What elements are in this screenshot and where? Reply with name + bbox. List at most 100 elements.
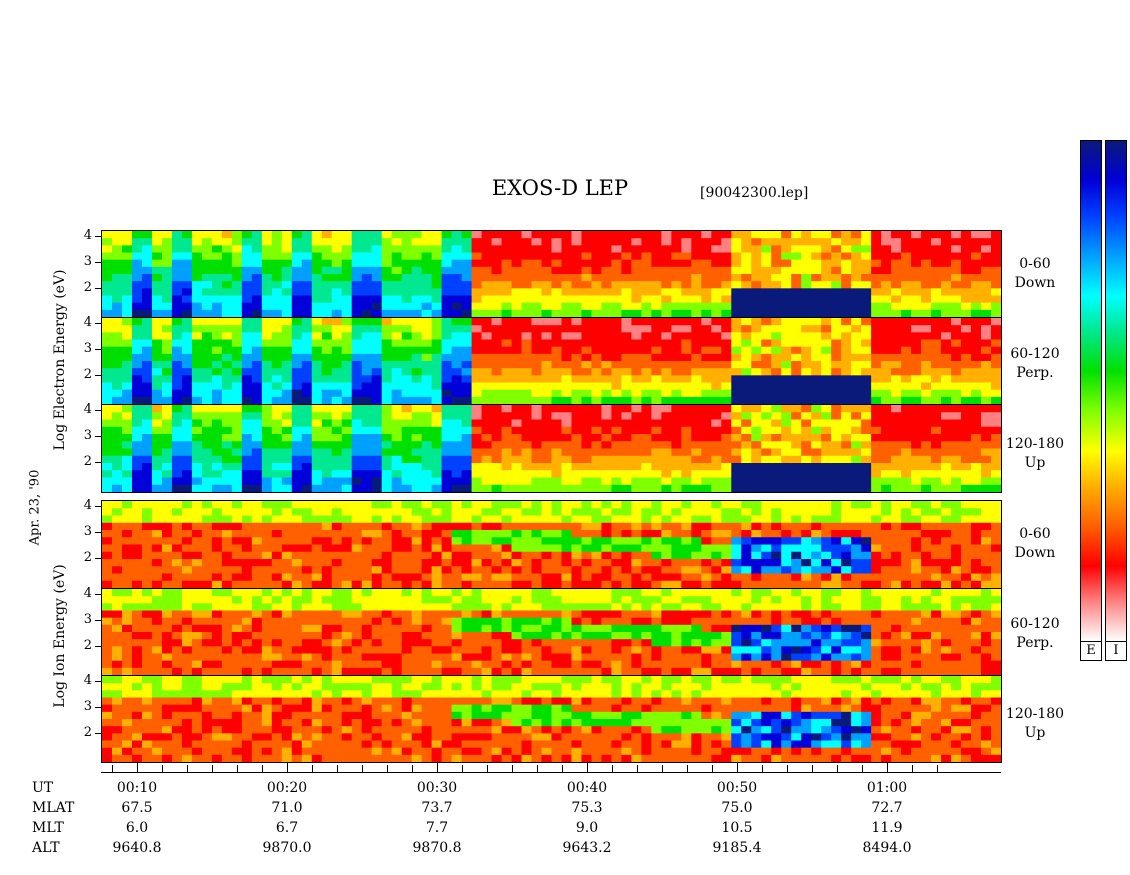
heatmap-cell bbox=[361, 346, 373, 355]
heatmap-cell bbox=[971, 295, 982, 304]
heatmap-cell bbox=[601, 537, 613, 546]
heatmap-cell bbox=[551, 470, 563, 479]
heatmap-cell bbox=[491, 646, 503, 655]
heatmap-cell bbox=[551, 580, 563, 588]
heatmap-cell bbox=[201, 346, 213, 355]
heatmap-cell bbox=[551, 624, 563, 633]
heatmap-cell bbox=[531, 259, 543, 268]
heatmap-cell bbox=[441, 603, 453, 612]
heatmap-cell bbox=[731, 573, 742, 582]
heatmap-cell bbox=[851, 522, 862, 531]
heatmap-cell bbox=[381, 580, 393, 588]
heatmap-cell bbox=[541, 610, 553, 619]
heatmap-cell bbox=[261, 302, 273, 311]
heatmap-cell bbox=[261, 484, 273, 492]
heatmap-cell bbox=[991, 396, 1001, 404]
heatmap-cell bbox=[541, 325, 553, 333]
heatmap-cell bbox=[441, 501, 453, 509]
heatmap-cell bbox=[981, 573, 992, 582]
heatmap-cell bbox=[991, 426, 1001, 435]
heatmap-cell bbox=[181, 238, 193, 246]
heatmap-cell bbox=[761, 448, 772, 457]
heatmap-cell bbox=[611, 441, 623, 450]
heatmap-cell bbox=[451, 375, 463, 384]
heatmap-cell bbox=[201, 448, 213, 457]
heatmap-cell bbox=[861, 259, 872, 268]
heatmap-cell bbox=[601, 667, 613, 675]
heatmap-cell bbox=[531, 318, 543, 326]
heatmap-cell bbox=[291, 231, 303, 239]
heatmap-cell bbox=[581, 530, 593, 538]
heatmap-cell bbox=[601, 346, 613, 355]
heatmap-cell bbox=[111, 266, 123, 275]
heatmap-cell bbox=[531, 470, 543, 479]
heatmap-cell bbox=[221, 368, 233, 376]
heatmap-cell bbox=[881, 339, 892, 348]
heatmap-cell bbox=[981, 346, 992, 355]
heatmap-cell bbox=[621, 667, 633, 675]
heatmap-cell bbox=[401, 559, 413, 567]
heatmap-cell bbox=[301, 559, 313, 567]
heatmap-cell bbox=[761, 389, 772, 398]
heatmap-cell bbox=[551, 302, 563, 311]
heatmap-cell bbox=[421, 455, 433, 464]
heatmap-cell bbox=[161, 405, 173, 413]
heatmap-cell bbox=[381, 441, 393, 450]
heatmap-cell bbox=[661, 448, 672, 457]
heatmap-cell bbox=[381, 646, 393, 655]
heatmap-cell bbox=[331, 346, 343, 355]
heatmap-cell bbox=[311, 339, 323, 348]
heatmap-cell bbox=[591, 295, 603, 304]
heatmap-cell bbox=[651, 346, 662, 355]
heatmap-cell bbox=[471, 426, 483, 435]
heatmap-cell bbox=[671, 522, 682, 531]
heatmap-cell bbox=[881, 288, 892, 297]
heatmap-cell bbox=[111, 484, 123, 492]
heatmap-cell bbox=[341, 660, 353, 669]
heatmap-cell bbox=[861, 266, 872, 275]
heatmap-cell bbox=[811, 309, 822, 317]
heatmap-cell bbox=[281, 309, 293, 317]
heatmap-cell bbox=[391, 266, 403, 275]
heatmap-cell bbox=[481, 559, 493, 567]
heatmap-cell bbox=[341, 508, 353, 517]
heatmap-cell bbox=[841, 426, 852, 435]
heatmap-cell bbox=[201, 434, 213, 442]
heatmap-cell bbox=[111, 580, 123, 588]
heatmap-cell bbox=[861, 405, 872, 413]
heatmap-cell bbox=[421, 295, 433, 304]
heatmap-cell bbox=[561, 274, 573, 282]
heatmap-cell bbox=[451, 646, 463, 655]
heatmap-cell bbox=[791, 419, 802, 428]
heatmap-cell bbox=[461, 375, 473, 384]
heatmap-cell bbox=[511, 288, 523, 297]
heatmap-cell bbox=[971, 281, 982, 289]
heatmap-cell bbox=[131, 551, 143, 560]
heatmap-cell bbox=[641, 396, 652, 404]
heatmap-cell bbox=[291, 455, 303, 464]
heatmap-cell bbox=[251, 353, 263, 362]
heatmap-cell bbox=[651, 302, 662, 311]
heatmap-cell bbox=[511, 332, 523, 341]
heatmap-cell bbox=[281, 660, 293, 669]
heatmap-cell bbox=[781, 463, 792, 471]
heatmap-cell bbox=[221, 667, 233, 675]
heatmap-cell bbox=[341, 632, 353, 640]
heatmap-cell bbox=[711, 448, 722, 457]
heatmap-cell bbox=[741, 288, 752, 297]
heatmap-cell bbox=[991, 530, 1001, 538]
heatmap-cell bbox=[511, 610, 523, 619]
heatmap-cell bbox=[231, 610, 243, 619]
heatmap-cell bbox=[301, 624, 313, 633]
heatmap-cell bbox=[771, 448, 782, 457]
heatmap-cell bbox=[941, 353, 952, 362]
heatmap-cell bbox=[921, 259, 932, 268]
heatmap-cell bbox=[261, 245, 273, 254]
heatmap-cell bbox=[851, 573, 862, 582]
heatmap-cell bbox=[421, 288, 433, 297]
heatmap-cell bbox=[641, 603, 652, 612]
heatmap-cell bbox=[541, 646, 553, 655]
heatmap-cell bbox=[871, 522, 882, 531]
heatmap-cell bbox=[111, 368, 123, 376]
heatmap-cell bbox=[521, 259, 533, 268]
